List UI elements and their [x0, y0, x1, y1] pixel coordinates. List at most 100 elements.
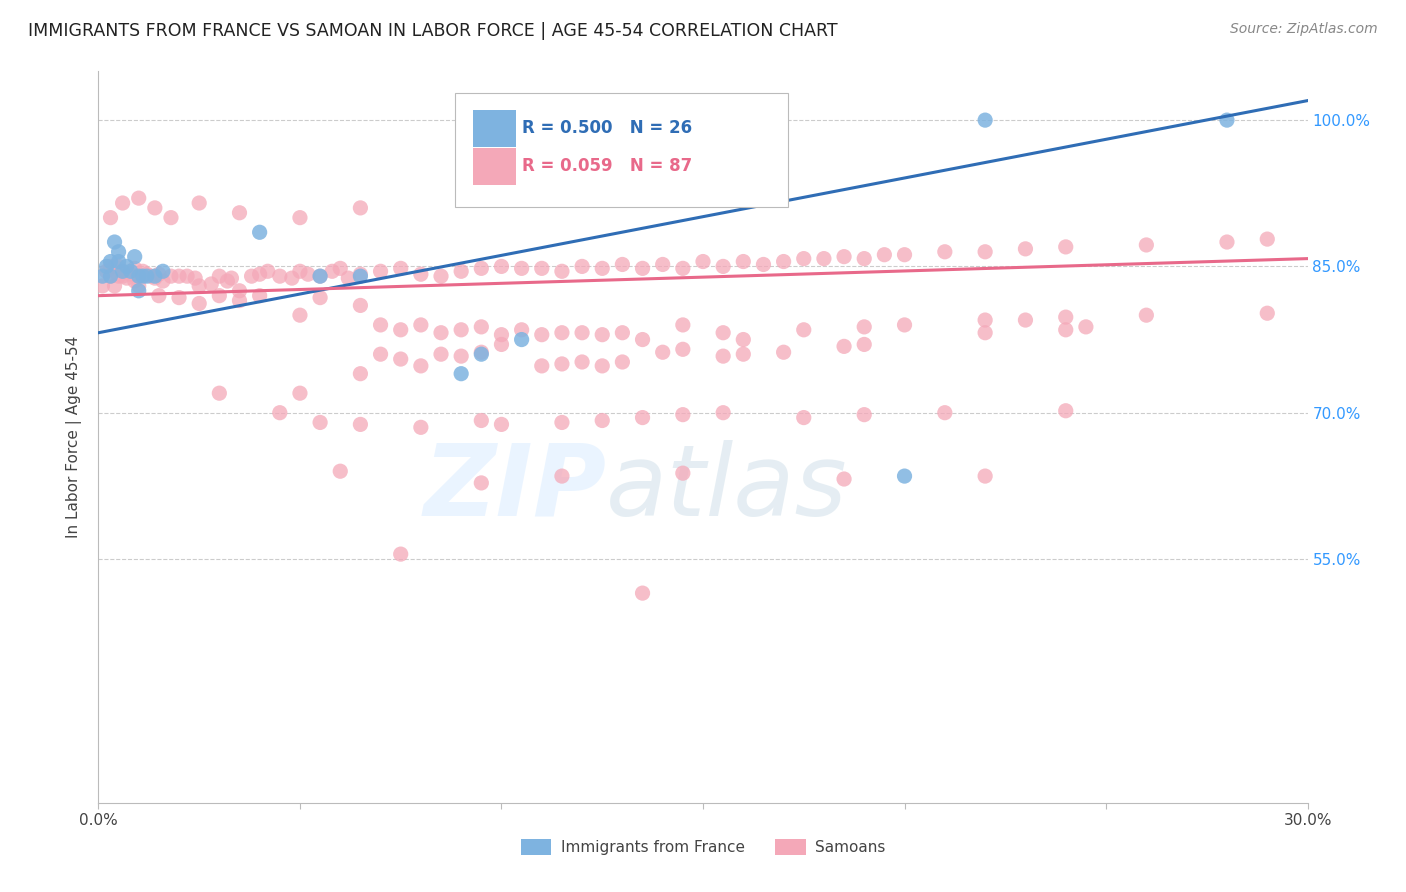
Point [184, 271, 207, 285]
Point [111, 196, 134, 211]
Point [853, 337, 876, 351]
Point [100, 269, 122, 284]
Point [148, 267, 170, 281]
Point [430, 326, 453, 340]
Point [591, 327, 613, 342]
Point [612, 257, 634, 271]
Point [631, 586, 654, 600]
Point [100, 260, 122, 274]
Point [256, 264, 278, 278]
Point [510, 323, 533, 337]
Text: R = 0.500   N = 26: R = 0.500 N = 26 [522, 120, 692, 137]
Point [430, 347, 453, 361]
Point [135, 269, 157, 284]
Point [491, 260, 513, 274]
Point [711, 326, 734, 340]
Point [111, 264, 134, 278]
Point [309, 269, 332, 284]
Point [337, 271, 360, 285]
Point [551, 264, 574, 278]
Point [1135, 238, 1157, 252]
Point [132, 264, 155, 278]
Point [176, 269, 198, 284]
Point [711, 406, 734, 420]
Point [389, 323, 412, 337]
Point [832, 250, 855, 264]
Point [470, 345, 492, 359]
Point [208, 288, 231, 302]
Point [309, 269, 332, 284]
Point [450, 349, 472, 363]
Point [228, 284, 250, 298]
Point [571, 326, 593, 340]
Point [370, 347, 392, 361]
Point [269, 406, 291, 420]
Point [1256, 306, 1278, 320]
Point [491, 327, 513, 342]
Point [430, 269, 453, 284]
Point [853, 252, 876, 266]
Point [692, 254, 714, 268]
Point [631, 333, 654, 347]
Point [631, 261, 654, 276]
Point [115, 271, 138, 285]
Point [288, 211, 311, 225]
Point [160, 211, 183, 225]
Point [530, 327, 553, 342]
Point [370, 264, 392, 278]
Point [389, 352, 412, 367]
Point [409, 420, 432, 434]
Point [100, 269, 122, 284]
Point [530, 359, 553, 373]
Point [228, 293, 250, 308]
Point [793, 323, 815, 337]
Point [772, 345, 794, 359]
Point [530, 261, 553, 276]
Point [591, 359, 613, 373]
Point [1256, 232, 1278, 246]
Point [893, 469, 915, 483]
Point [974, 313, 997, 327]
Point [297, 267, 319, 281]
Point [167, 291, 190, 305]
Point [409, 318, 432, 332]
Point [120, 267, 142, 281]
Point [249, 267, 271, 281]
Point [249, 225, 271, 239]
Point [893, 248, 915, 262]
Point [91, 269, 114, 284]
Point [450, 367, 472, 381]
Point [813, 252, 835, 266]
Point [143, 201, 166, 215]
Point [349, 201, 371, 215]
Point [591, 413, 613, 427]
Point [672, 408, 695, 422]
Point [124, 261, 146, 276]
Point [188, 196, 211, 211]
Text: IMMIGRANTS FROM FRANCE VS SAMOAN IN LABOR FORCE | AGE 45-54 CORRELATION CHART: IMMIGRANTS FROM FRANCE VS SAMOAN IN LABO… [28, 22, 838, 40]
Point [96, 260, 118, 274]
Point [188, 279, 211, 293]
Point [103, 260, 125, 274]
Point [288, 386, 311, 401]
Point [143, 269, 166, 284]
Text: atlas: atlas [606, 440, 848, 537]
Point [832, 339, 855, 353]
Point [672, 466, 695, 480]
Point [148, 288, 170, 302]
Point [269, 269, 291, 284]
Point [1074, 319, 1097, 334]
Point [893, 318, 915, 332]
Point [1216, 113, 1239, 128]
Point [711, 349, 734, 363]
Point [167, 269, 190, 284]
Point [409, 267, 432, 281]
Point [128, 269, 150, 284]
Point [974, 113, 997, 128]
Point [152, 264, 174, 278]
Point [349, 269, 371, 284]
Point [100, 211, 122, 225]
Point [470, 475, 492, 490]
Point [240, 269, 263, 284]
Point [672, 261, 695, 276]
